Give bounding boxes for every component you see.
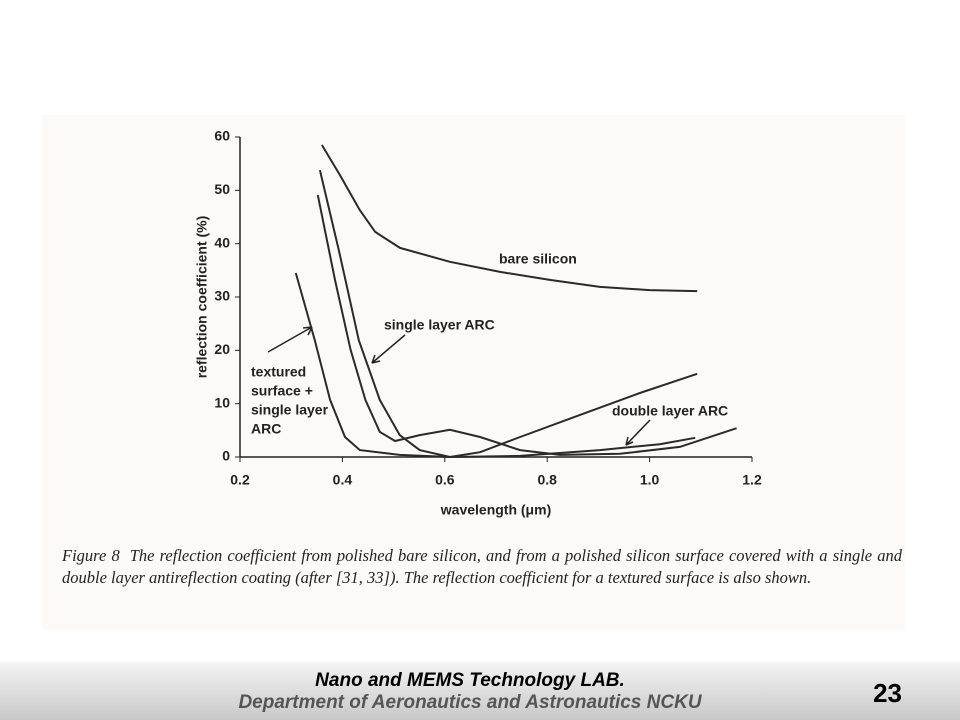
annotation: double layer ARC [612, 403, 728, 419]
department: Department of Aeronautics and Astronauti… [238, 692, 702, 713]
caption-text: The reflection coefficient from polished… [62, 546, 903, 587]
annotation: ARC [251, 421, 281, 437]
footer: Nano and MEMS Technology LAB. Department… [0, 662, 960, 720]
y-tick-label: 10 [214, 394, 230, 410]
y-axis-label: reflection coefficient (%) [194, 216, 210, 379]
series-line [321, 144, 698, 293]
annotation: surface + [251, 383, 313, 399]
series-line [316, 194, 737, 456]
y-tick-label: 30 [214, 288, 230, 304]
x-axis-label: wavelength (μm) [440, 502, 551, 518]
annotation: textured [251, 364, 306, 380]
annotation: single layer [251, 402, 329, 418]
y-tick-label: 40 [214, 234, 230, 250]
series-line [294, 272, 696, 459]
x-tick-label: 0.8 [537, 472, 557, 488]
scanned-page [42, 115, 905, 630]
y-tick-label: 50 [214, 181, 230, 197]
x-tick-label: 1.2 [742, 472, 762, 488]
figure-label: Figure 8 [62, 546, 120, 565]
y-tick-label: 60 [214, 128, 230, 144]
annotation: bare silicon [499, 251, 577, 267]
lab-name: Nano and MEMS Technology LAB. [315, 670, 625, 691]
arrows [267, 326, 651, 446]
y-tick-label: 0 [222, 448, 230, 464]
page-number: 23 [873, 678, 902, 708]
annotation: single layer ARC [384, 317, 495, 333]
series-line [318, 169, 698, 459]
x-tick-label: 0.2 [230, 472, 250, 488]
x-tick-label: 0.4 [333, 472, 353, 488]
caption: Figure 8 The reflection coefficient from … [62, 545, 902, 589]
x-tick-label: 0.6 [435, 472, 455, 488]
x-tick-label: 1.0 [640, 472, 660, 488]
y-tick-label: 20 [214, 341, 230, 357]
